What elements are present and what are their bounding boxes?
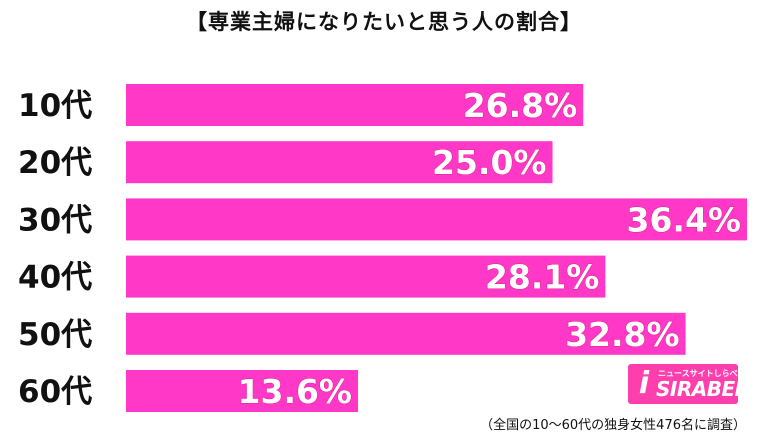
logo-text: SIRABEE: [656, 377, 738, 401]
logo-mark-icon: i: [638, 366, 650, 401]
logo-tagline: ニュースサイトしらべぇ: [658, 369, 738, 378]
value-label: 28.1%: [485, 258, 600, 297]
bar: [126, 370, 359, 412]
survey-footnote: （全国の10〜60代の独身女性476名に調査）: [480, 418, 746, 433]
bar: [126, 312, 686, 355]
value-label: 13.6%: [238, 372, 353, 411]
category-label: 20代: [18, 145, 92, 181]
value-label: 26.8%: [463, 86, 578, 125]
sirabee-logo: i ニュースサイトしらべぇ SIRABEE: [628, 364, 738, 404]
bar: [126, 255, 606, 298]
value-label: 32.8%: [565, 315, 680, 354]
bar: [126, 84, 584, 126]
category-label: 50代: [18, 317, 92, 353]
category-label: 40代: [18, 260, 92, 296]
category-label: 60代: [18, 374, 92, 410]
bar: [126, 141, 553, 184]
category-label: 10代: [18, 88, 92, 124]
category-label: 30代: [18, 202, 92, 238]
value-label: 25.0%: [432, 143, 547, 182]
bar: [126, 198, 747, 241]
value-label: 36.4%: [627, 200, 742, 239]
chart-title: 【専業主婦になりたいと思う人の割合】: [186, 10, 582, 34]
